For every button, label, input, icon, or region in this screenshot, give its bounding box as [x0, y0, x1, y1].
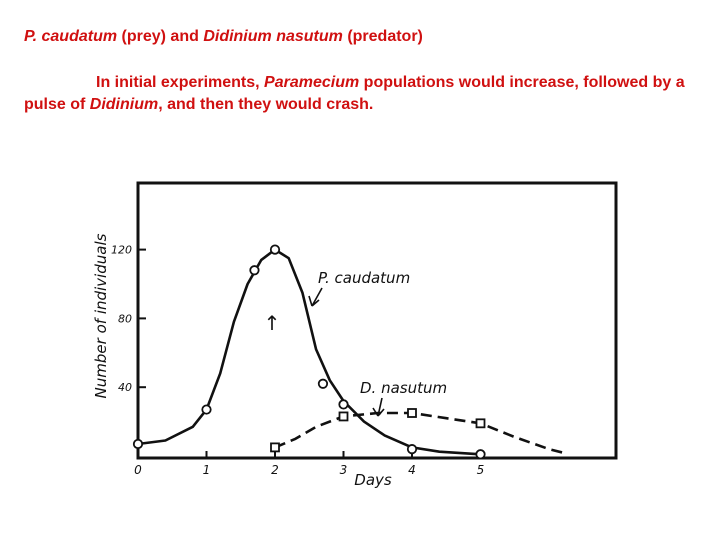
data-point-d-nasutum-0: [270, 442, 280, 453]
slide-body-text: In initial experiments, Paramecium popul…: [24, 74, 685, 113]
annotation-p-caudatum: P. caudatum: [318, 269, 410, 287]
data-point-p-caudatum-4: [317, 378, 329, 389]
data-point-p-caudatum-0: [132, 438, 144, 450]
data-point-p-caudatum-6: [406, 444, 418, 455]
chart-frame: [136, 181, 618, 460]
x-tick-label-5: 5: [477, 463, 485, 477]
x-tick-label-3: 3: [340, 463, 348, 477]
slide-title: P. caudatum (prey) and Didinium nasutum …: [24, 28, 423, 45]
x-tick-label-4: 4: [408, 463, 416, 477]
x-tick-label-2: 2: [271, 463, 279, 477]
y-axis-label: Number of individuals: [92, 233, 110, 398]
data-point-p-caudatum-7: [475, 449, 486, 460]
x-tick-label-0: 0: [134, 463, 142, 477]
y-tick-label-1: 80: [118, 312, 132, 325]
x-tick-label-1: 1: [203, 463, 211, 477]
annotation-arrow: ↑: [264, 311, 281, 335]
x-axis-label: Days: [354, 471, 392, 489]
series-line-d-nasutum: [274, 411, 564, 454]
annotation-d-nasutum-pointer: [372, 397, 385, 417]
data-point-p-caudatum-2: [249, 265, 260, 276]
data-point-p-caudatum-3: [269, 244, 281, 255]
data-point-d-nasutum-3: [475, 418, 486, 429]
y-tick-label-0: 40: [118, 381, 132, 394]
annotation-d-nasutum: D. nasutum: [360, 379, 447, 397]
data-point-p-caudatum-1: [201, 404, 212, 415]
annotation-p-caudatum-pointer: [308, 287, 323, 307]
y-tick-label-2: 120: [111, 244, 132, 257]
data-point-d-nasutum-2: [407, 408, 417, 418]
data-point-p-caudatum-5: [338, 399, 349, 410]
series-line-p-caudatum: [137, 248, 481, 456]
data-point-d-nasutum-1: [338, 411, 349, 422]
